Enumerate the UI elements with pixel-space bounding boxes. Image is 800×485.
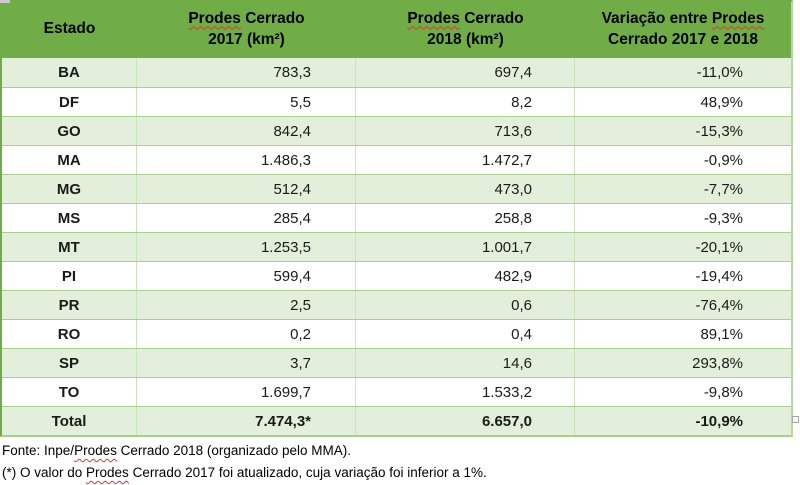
prodes-2018-cell: 0,6 <box>356 291 575 319</box>
prodes-2018-cell: 1.472,7 <box>356 146 575 174</box>
table-footnotes: Fonte: Inpe/Prodes Cerrado 2018 (organiz… <box>2 440 798 484</box>
asterisk-note: (*) O valor do Prodes Cerrado 2017 foi a… <box>2 465 487 480</box>
misspelled-word: Prodes <box>188 9 241 27</box>
prodes-2018-cell: 0,4 <box>356 320 575 348</box>
column-header-prodes-2017-line1: Prodes Cerrado <box>188 9 305 27</box>
estado-cell: MA <box>2 146 137 174</box>
table-row: PR 2,5 0,6 -76,4% <box>2 290 791 319</box>
table-row: DF 5,5 8,2 48,9% <box>2 87 791 116</box>
variacao-cell: -20,1% <box>695 238 743 256</box>
column-header-estado: Estado <box>2 2 137 55</box>
source-note: Fonte: Inpe/Prodes Cerrado 2018 (organiz… <box>2 443 351 458</box>
table-resize-handle <box>792 416 799 423</box>
table-row: MG 512,4 473,0 -7,7% <box>2 174 791 203</box>
prodes-2017-cell: 285,4 <box>137 204 356 232</box>
prodes-2018-cell: 1.533,2 <box>356 378 575 406</box>
table-row: SP 3,7 14,6 293,8% <box>2 348 791 377</box>
prodes-2018-cell: 14,6 <box>356 349 575 377</box>
table-body: BA 783,3 697,4 -11,0% DF 5,5 8,2 48,9% GO 842,4 71… <box>2 58 791 435</box>
prodes-2018-cell: 258,8 <box>356 204 575 232</box>
table-row: MA 1.486,3 1.472,7 -0,9% <box>2 145 791 174</box>
column-header-prodes-2018-line2: 2018 (km²) <box>427 30 504 48</box>
table-row: TO 1.699,7 1.533,2 -9,8% <box>2 377 791 406</box>
variacao-cell: -11,0% <box>696 64 743 81</box>
prodes-2018-cell: 697,4 <box>356 58 575 87</box>
column-header-prodes-2018-line1: Prodes Cerrado <box>407 9 524 27</box>
misspelled-word: Prodes <box>711 9 765 27</box>
prodes-cerrado-table: Estado Prodes Cerrado 2017 (km²) Prodes … <box>0 0 793 437</box>
estado-cell: RO <box>2 320 137 348</box>
prodes-2017-cell: 783,3 <box>137 58 356 87</box>
estado-cell: MS <box>2 204 137 232</box>
table-row: GO 842,4 713,6 -15,3% <box>2 116 791 145</box>
estado-cell: MG <box>2 175 137 203</box>
prodes-2018-cell: 482,9 <box>356 262 575 290</box>
prodes-2017-cell: 3,7 <box>137 349 356 377</box>
prodes-2018-cell: 713,6 <box>356 117 575 145</box>
misspelled-word: Prodes <box>86 465 129 480</box>
table-header-row: Estado Prodes Cerrado 2017 (km²) Prodes … <box>2 2 791 58</box>
table-row: RO 0,2 0,4 89,1% <box>2 319 791 348</box>
prodes-2018-cell: 6.657,0 <box>356 407 575 435</box>
variacao-cell: -19,4% <box>695 267 743 285</box>
column-header-prodes-2017-line2: 2017 (km²) <box>208 30 285 48</box>
prodes-2017-cell: 5,5 <box>137 88 356 116</box>
column-header-variacao-line1: Variação entre Prodes <box>601 9 765 27</box>
estado-cell: PR <box>2 291 137 319</box>
prodes-2017-cell: 842,4 <box>137 117 356 145</box>
variacao-cell: -0,9% <box>703 151 743 169</box>
prodes-2017-cell: 7.474,3* <box>137 407 356 435</box>
estado-cell: DF <box>2 88 137 116</box>
estado-cell: Total <box>2 407 137 435</box>
estado-cell: SP <box>2 349 137 377</box>
prodes-2017-cell: 599,4 <box>137 262 356 290</box>
prodes-2018-cell: 8,2 <box>356 88 575 116</box>
total-row: Total 7.474,3* 6.657,0 -10,9% <box>2 406 791 435</box>
prodes-2017-cell: 1.253,5 <box>137 233 356 261</box>
estado-cell: GO <box>2 117 137 145</box>
estado-cell: BA <box>2 58 137 87</box>
table-move-handle-artifact <box>0 0 10 3</box>
variacao-cell: -9,8% <box>703 383 743 401</box>
variacao-cell: -7,7% <box>703 180 743 198</box>
variacao-cell: 48,9% <box>700 93 743 111</box>
estado-cell: PI <box>2 262 137 290</box>
prodes-2018-cell: 473,0 <box>356 175 575 203</box>
variacao-cell: 293,8% <box>692 354 743 372</box>
prodes-2018-cell: 1.001,7 <box>356 233 575 261</box>
misspelled-word: Prodes <box>407 9 460 27</box>
estado-cell: MT <box>2 233 137 261</box>
table-row: BA 783,3 697,4 -11,0% <box>2 58 791 87</box>
variacao-cell: -76,4% <box>695 296 743 314</box>
prodes-2017-cell: 1.486,3 <box>137 146 356 174</box>
variacao-cell: -9,3% <box>703 209 743 227</box>
prodes-2017-cell: 1.699,7 <box>137 378 356 406</box>
table-row: MS 285,4 258,8 -9,3% <box>2 203 791 232</box>
column-header-estado-label: Estado <box>43 20 96 37</box>
variacao-cell: 89,1% <box>700 325 743 343</box>
column-header-variacao-line2: Cerrado 2017 e 2018 <box>608 30 758 48</box>
prodes-2017-cell: 0,2 <box>137 320 356 348</box>
variacao-cell: -10,9% <box>695 412 743 430</box>
table-row: MT 1.253,5 1.001,7 -20,1% <box>2 232 791 261</box>
column-header-prodes-2017: Prodes Cerrado 2017 (km²) <box>137 2 356 55</box>
misspelled-word: Prodes <box>74 443 117 458</box>
estado-cell: TO <box>2 378 137 406</box>
variacao-cell: -15,3% <box>695 122 743 140</box>
prodes-2017-cell: 2,5 <box>137 291 356 319</box>
table-row: PI 599,4 482,9 -19,4% <box>2 261 791 290</box>
column-header-prodes-2018: Prodes Cerrado 2018 (km²) <box>356 2 575 55</box>
column-header-variacao: Variação entre Prodes Cerrado 2017 e 201… <box>575 2 791 55</box>
prodes-2017-cell: 512,4 <box>137 175 356 203</box>
